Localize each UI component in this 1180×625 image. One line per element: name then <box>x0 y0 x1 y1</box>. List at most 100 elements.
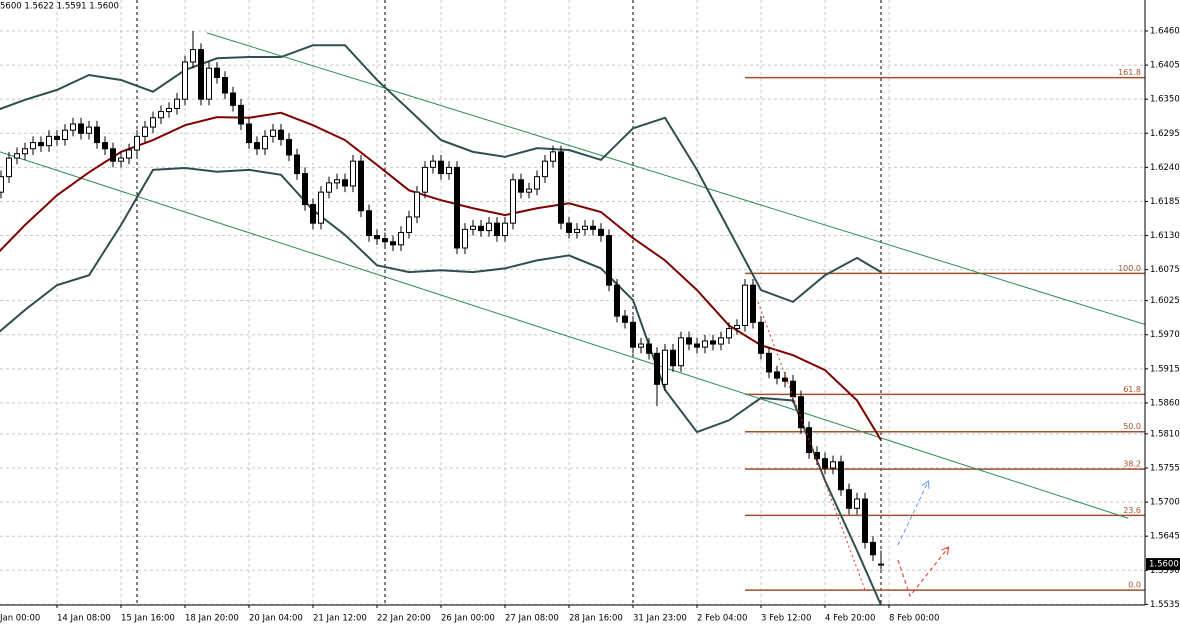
candle-body <box>206 67 212 100</box>
candle-body <box>62 129 68 140</box>
candle-body <box>366 210 372 237</box>
candle-body <box>542 160 548 178</box>
candle-body <box>406 216 412 233</box>
candle-body <box>806 427 812 454</box>
y-tick-label: 1.5590 <box>1150 566 1180 576</box>
candle-body <box>494 222 500 237</box>
candle-body <box>390 241 396 246</box>
fib-label: 50.0 <box>1123 422 1141 431</box>
candle-body <box>30 142 36 150</box>
candle-body <box>574 228 580 233</box>
candle-body <box>350 160 356 187</box>
projection-arrow <box>897 548 948 598</box>
x-tick-label: 2 Feb 04:00 <box>697 614 747 624</box>
y-tick-label: 1.6130 <box>1150 231 1180 241</box>
candle-body <box>822 458 828 469</box>
candle-body <box>878 563 884 566</box>
band-middle <box>0 111 882 441</box>
candle-body <box>430 160 436 168</box>
candle-body <box>150 117 156 128</box>
candle-body <box>38 142 44 147</box>
candle-body <box>606 235 612 286</box>
candle-body <box>174 98 180 109</box>
candle-body <box>22 148 28 155</box>
candle-body <box>6 157 12 178</box>
x-tick-label: 22 Jan 20:00 <box>377 614 431 624</box>
candle-body <box>566 222 572 233</box>
y-tick-label: 1.6460 <box>1150 26 1180 36</box>
candle-body <box>102 142 108 150</box>
candle-body <box>358 160 364 212</box>
candle-body <box>750 284 756 323</box>
x-tick-label: 14 Jan 08:00 <box>57 614 111 624</box>
candle-body <box>726 328 732 339</box>
y-tick-label: 1.6350 <box>1150 95 1180 105</box>
candle-body <box>0 176 4 193</box>
candle-body <box>870 541 876 556</box>
channel-line <box>206 32 1145 325</box>
candle-body <box>222 76 228 94</box>
plot-area <box>0 0 1145 605</box>
candle-body <box>270 129 276 137</box>
candle-body <box>486 222 492 232</box>
candle-body <box>214 67 220 78</box>
x-tick-label: 3 Feb 12:00 <box>761 614 811 624</box>
candle-body <box>190 49 196 63</box>
fib-label: 0.0 <box>1128 581 1141 590</box>
candle-body <box>662 349 668 385</box>
candle-body <box>278 129 284 140</box>
candles <box>0 30 884 570</box>
y-tick-label: 1.5970 <box>1150 330 1180 340</box>
candle-body <box>254 142 260 150</box>
candle-body <box>158 111 164 119</box>
grid <box>0 0 1145 605</box>
candle-body <box>166 107 172 113</box>
candle-body <box>198 49 204 100</box>
candle-body <box>502 222 508 237</box>
candle-body <box>78 123 84 134</box>
candle-body <box>302 173 308 206</box>
candle-body <box>702 340 708 348</box>
candle-body <box>398 231 404 246</box>
candle-body <box>110 148 116 162</box>
candle-body <box>262 135 268 150</box>
fib-label: 61.8 <box>1123 385 1141 394</box>
y-tick-label: 1.5810 <box>1150 429 1180 439</box>
candle-body <box>814 452 820 460</box>
candle-body <box>326 182 332 193</box>
y-tick-label: 1.5755 <box>1150 464 1180 474</box>
candle-body <box>478 225 484 232</box>
candle-body <box>638 343 644 348</box>
candle-body <box>830 461 836 469</box>
candle-body <box>118 157 124 162</box>
candle-body <box>686 337 692 345</box>
candle-body <box>14 153 20 159</box>
x-tick-label: 28 Jan 16:00 <box>569 614 623 624</box>
candle-body <box>550 151 556 162</box>
candle-body <box>846 489 852 509</box>
candle-body <box>782 377 788 382</box>
x-tick-label: 20 Jan 04:00 <box>249 614 303 624</box>
current-price-label: 1.5600 <box>1149 560 1179 570</box>
fib-label: 100.0 <box>1118 264 1141 273</box>
candle-body <box>342 179 348 187</box>
candle-body <box>70 123 76 131</box>
candle-body <box>422 166 428 193</box>
x-tick-label: Jan 00:00 <box>0 614 40 624</box>
candle-body <box>798 396 804 429</box>
candle-body <box>654 352 660 385</box>
fib-label: 161.8 <box>1118 68 1141 77</box>
candle-body <box>646 343 652 354</box>
projection-arrow <box>897 482 928 546</box>
x-tick-label: 15 Jan 16:00 <box>121 614 175 624</box>
candle-body <box>630 321 636 348</box>
candle-body <box>318 191 324 224</box>
candle-body <box>414 191 420 218</box>
channel-line <box>0 151 1129 519</box>
candle-body <box>86 126 92 134</box>
fib-label: 23.6 <box>1123 506 1141 515</box>
candle-body <box>142 126 148 137</box>
candle-body <box>862 498 868 543</box>
